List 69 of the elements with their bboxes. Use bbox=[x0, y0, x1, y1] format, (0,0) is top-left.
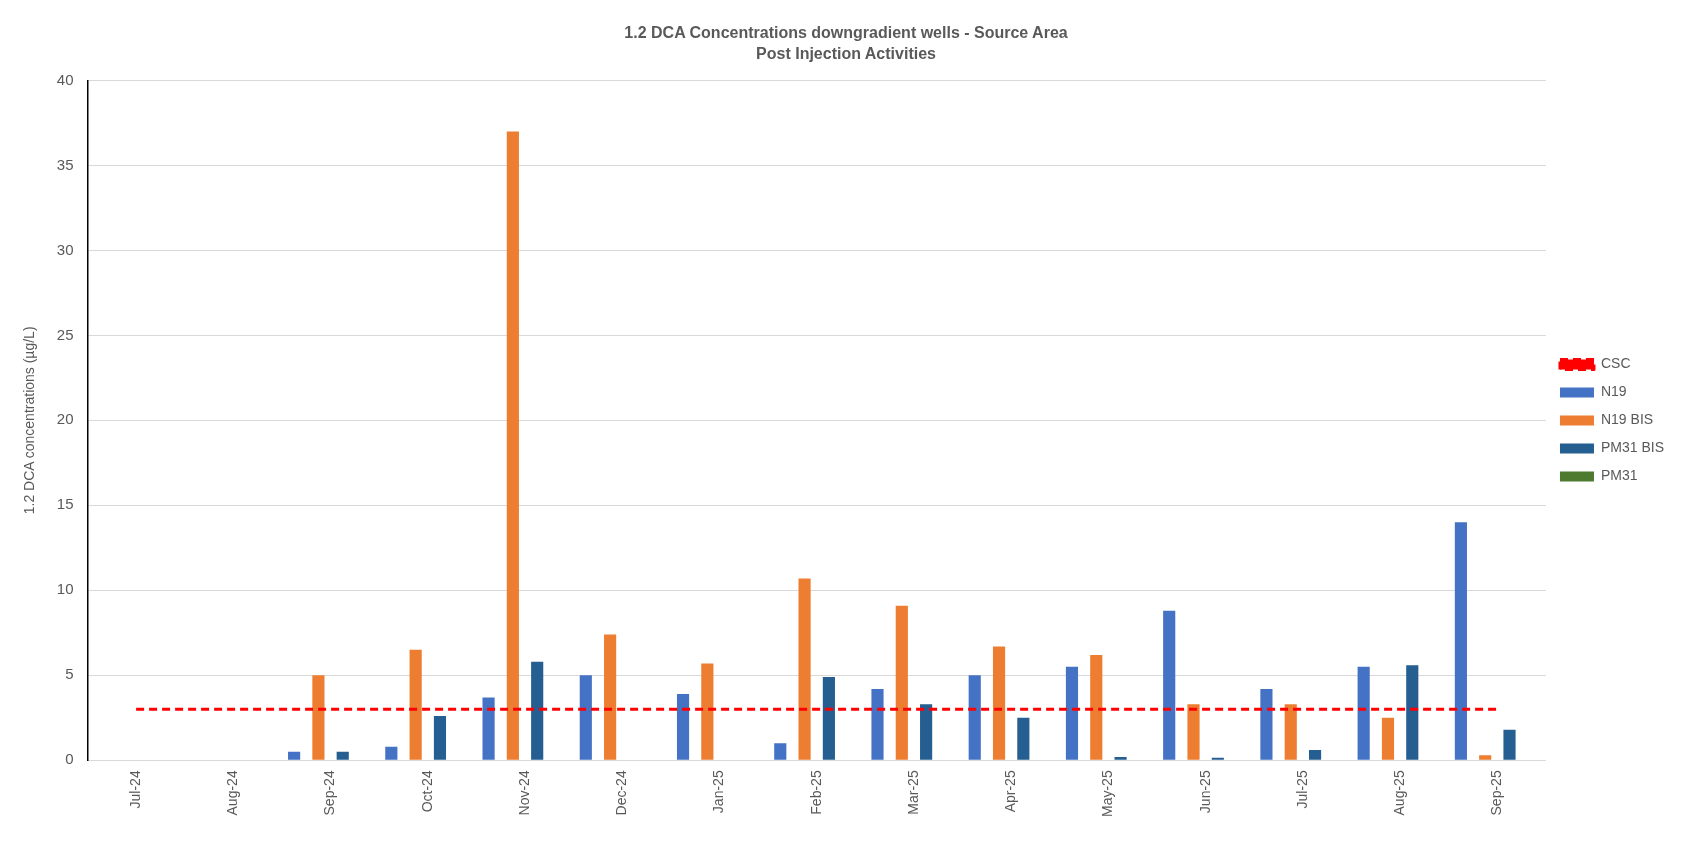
bar bbox=[506, 131, 519, 760]
bar bbox=[895, 605, 908, 760]
x-tick-label: Dec-24 bbox=[613, 770, 630, 816]
bar bbox=[798, 578, 811, 760]
bar bbox=[1163, 610, 1176, 760]
x-tick-label: Nov-24 bbox=[515, 770, 532, 816]
legend-label: PM31 bbox=[1600, 467, 1638, 484]
y-tick-label: 15 bbox=[56, 495, 74, 513]
x-tick-label: Mar-25 bbox=[904, 770, 921, 815]
x-tick-label: Feb-25 bbox=[807, 770, 824, 815]
bar bbox=[1065, 666, 1079, 760]
bar bbox=[871, 688, 884, 760]
bar bbox=[1406, 665, 1419, 760]
bar bbox=[992, 646, 1006, 760]
chart-subtitle: Post Injection Activities bbox=[756, 45, 937, 63]
y-tick-label: 10 bbox=[56, 580, 74, 598]
bar bbox=[1114, 756, 1127, 760]
x-tick-label: May-25 bbox=[1099, 770, 1116, 817]
bar bbox=[1308, 750, 1322, 760]
x-tick-label: Apr-25 bbox=[1002, 770, 1019, 813]
bar bbox=[385, 746, 398, 760]
y-tick-label: 30 bbox=[56, 240, 74, 258]
bar bbox=[774, 743, 787, 760]
x-tick-label: Jun-25 bbox=[1196, 770, 1213, 814]
bar bbox=[1090, 654, 1103, 760]
x-tick-label: Aug-24 bbox=[224, 770, 241, 816]
bar bbox=[1187, 704, 1200, 760]
x-tick-label: Aug-25 bbox=[1390, 770, 1407, 816]
legend-label: CSC bbox=[1600, 355, 1631, 372]
bar bbox=[604, 634, 617, 760]
y-tick-label: 35 bbox=[56, 155, 74, 173]
x-tick-label: Oct-24 bbox=[418, 770, 435, 813]
legend-label: PM31 BIS bbox=[1600, 439, 1664, 456]
bar bbox=[1017, 717, 1030, 760]
bar bbox=[1260, 688, 1273, 760]
bar bbox=[288, 751, 301, 760]
bar bbox=[822, 677, 835, 760]
bar bbox=[433, 716, 447, 760]
bar bbox=[701, 663, 714, 760]
chart-title: 1.2 DCA Concentrations downgradient wells - Source Area bbox=[624, 24, 1068, 42]
bar bbox=[482, 697, 495, 760]
y-tick-label: 5 bbox=[65, 665, 74, 683]
bar bbox=[1211, 757, 1224, 760]
x-tick-label: Jul-24 bbox=[126, 770, 143, 809]
y-tick-label: 25 bbox=[56, 325, 74, 343]
bar bbox=[336, 751, 349, 760]
x-tick-label: Sep-25 bbox=[1488, 770, 1505, 816]
bar bbox=[1381, 717, 1395, 760]
bar bbox=[409, 649, 422, 760]
x-tick-label: Jul-25 bbox=[1293, 770, 1310, 809]
bar bbox=[579, 675, 592, 760]
legend-label: N19 bbox=[1600, 383, 1627, 400]
legend-label: N19 BIS bbox=[1600, 411, 1654, 428]
y-axis-title: 1.2 DCA concentrations (µg/L) bbox=[21, 326, 38, 515]
bar bbox=[1454, 522, 1467, 760]
bar bbox=[1479, 755, 1492, 760]
bar bbox=[1357, 666, 1370, 760]
bar bbox=[968, 675, 981, 760]
y-tick-label: 20 bbox=[56, 410, 74, 428]
bar bbox=[1284, 704, 1297, 760]
bar bbox=[676, 694, 690, 760]
bar bbox=[531, 661, 544, 760]
x-tick-label: Sep-24 bbox=[321, 770, 338, 816]
x-tick-label: Jan-25 bbox=[710, 770, 727, 814]
bar bbox=[920, 704, 933, 760]
bar bbox=[1503, 729, 1516, 760]
y-tick-label: 40 bbox=[56, 70, 74, 88]
y-tick-label: 0 bbox=[65, 750, 74, 768]
bar bbox=[312, 675, 325, 760]
